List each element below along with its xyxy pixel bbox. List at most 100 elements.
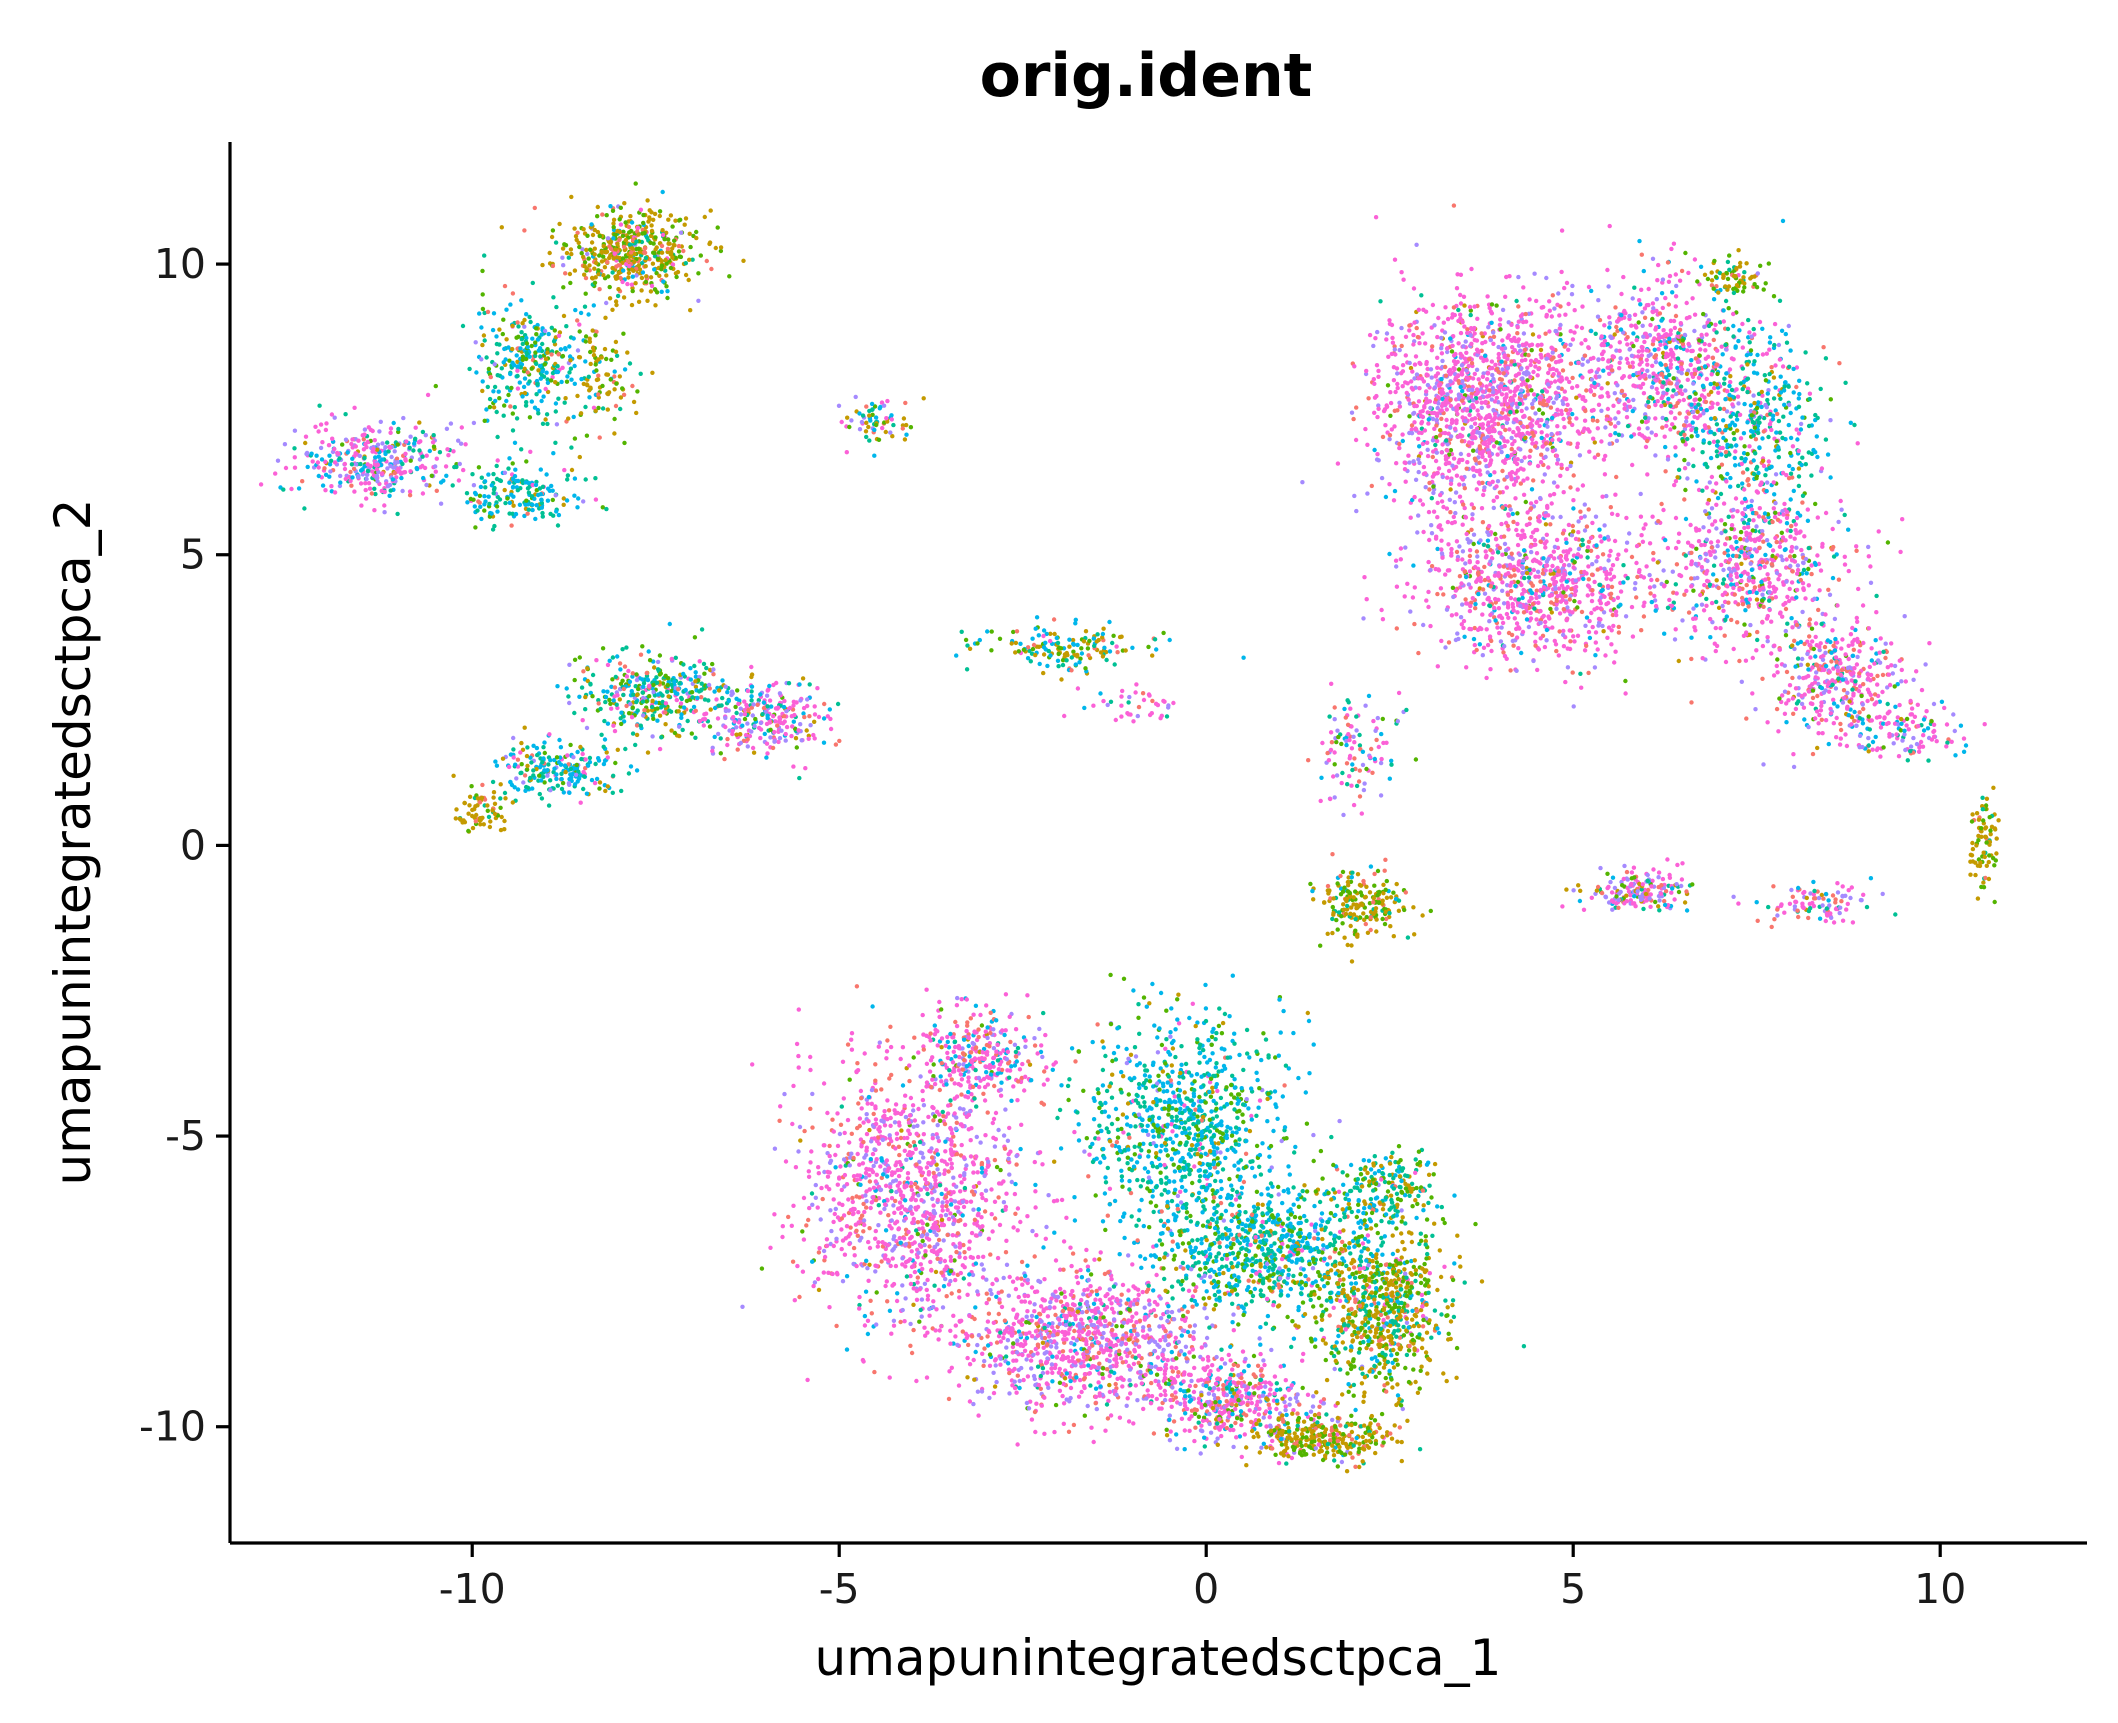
cell-point — [518, 750, 523, 755]
cell-point — [1519, 382, 1524, 387]
cell-point — [391, 420, 396, 426]
cell-point — [1528, 448, 1533, 453]
cell-point — [1440, 474, 1446, 480]
cell-point — [510, 428, 516, 433]
cell-point — [657, 713, 663, 718]
cell-point — [501, 317, 506, 322]
cell-point — [789, 733, 794, 739]
cell-point — [1432, 426, 1437, 431]
cell-point — [1490, 372, 1495, 378]
cell-point — [1407, 323, 1412, 328]
cell-point — [431, 433, 436, 438]
cell-point — [538, 376, 543, 381]
cell-point — [1550, 346, 1556, 351]
cell-point — [812, 704, 817, 709]
cell-point — [1416, 436, 1421, 441]
cell-point — [1373, 215, 1379, 220]
cell-point — [545, 380, 551, 385]
cell-point — [628, 214, 633, 219]
cell-point — [1538, 561, 1543, 566]
cell-point — [568, 742, 573, 748]
cell-point — [1374, 363, 1380, 368]
cell-point — [649, 223, 654, 228]
cell-point — [1562, 285, 1567, 291]
cell-point — [501, 413, 506, 418]
cell-point — [1555, 407, 1560, 412]
cell-point — [537, 389, 542, 394]
cell-point — [610, 655, 616, 660]
cell-point — [305, 464, 310, 470]
cell-point — [649, 228, 655, 234]
cell-point — [798, 722, 803, 727]
cell-point — [1635, 574, 1640, 580]
cell-point — [482, 310, 487, 316]
cell-point — [1488, 458, 1494, 463]
cell-point — [701, 723, 706, 728]
cell-point — [1439, 547, 1444, 552]
cell-point — [356, 438, 361, 443]
cell-point — [738, 712, 744, 717]
cell-point — [581, 786, 586, 792]
cell-point — [1549, 600, 1554, 605]
cell-point — [1641, 603, 1646, 609]
cell-point — [1393, 352, 1398, 357]
cell-point — [1497, 545, 1503, 551]
cell-point — [1527, 297, 1532, 302]
cell-point — [607, 284, 612, 290]
cell-point — [478, 817, 483, 823]
cell-point — [490, 527, 496, 532]
cell-point — [1241, 655, 1246, 660]
cell-point — [1110, 640, 1115, 646]
cell-point — [657, 653, 663, 658]
cell-point — [732, 719, 737, 724]
cell-point — [382, 503, 387, 508]
cell-point — [794, 700, 799, 705]
cell-point — [618, 667, 623, 672]
cell-point — [1398, 546, 1404, 551]
cell-point — [610, 208, 616, 213]
cell-point — [568, 247, 574, 252]
cell-point — [582, 260, 588, 265]
cell-point — [1544, 275, 1549, 281]
cell-point — [332, 415, 337, 420]
cell-point — [1597, 527, 1602, 532]
cell-point — [554, 422, 560, 427]
cell-point — [610, 265, 615, 271]
cell-point — [1451, 594, 1456, 600]
cell-point — [1557, 353, 1562, 359]
cell-point — [498, 805, 503, 810]
cell-point — [605, 755, 610, 760]
cell-point — [324, 421, 329, 426]
cell-point — [1515, 511, 1520, 516]
cell-point — [485, 808, 490, 813]
cell-point — [515, 373, 520, 379]
cell-point — [1561, 401, 1566, 407]
cell-point — [1083, 629, 1089, 634]
cell-point — [546, 803, 552, 808]
cell-point — [1486, 420, 1491, 425]
cell-point — [1580, 304, 1585, 309]
cell-point — [503, 357, 508, 362]
cell-point — [588, 681, 593, 686]
cell-point — [1592, 579, 1597, 585]
cell-point — [706, 682, 712, 688]
cell-point — [1472, 325, 1477, 331]
cell-point — [1485, 370, 1491, 376]
cell-point — [515, 757, 521, 762]
cell-point — [292, 465, 298, 470]
cell-point — [612, 694, 617, 699]
cell-point — [564, 379, 570, 384]
cell-point — [1559, 583, 1565, 588]
cell-point — [1515, 331, 1520, 336]
cell-point — [1011, 629, 1016, 635]
cell-point — [292, 455, 297, 460]
cell-point — [1512, 457, 1518, 462]
cell-point — [374, 473, 380, 478]
cell-point — [793, 736, 799, 741]
cell-point — [745, 721, 750, 726]
cell-point — [557, 737, 562, 743]
cell-point — [1439, 351, 1445, 356]
cell-point — [1599, 439, 1604, 444]
cell-point — [1456, 460, 1461, 465]
cell-point — [665, 295, 670, 301]
